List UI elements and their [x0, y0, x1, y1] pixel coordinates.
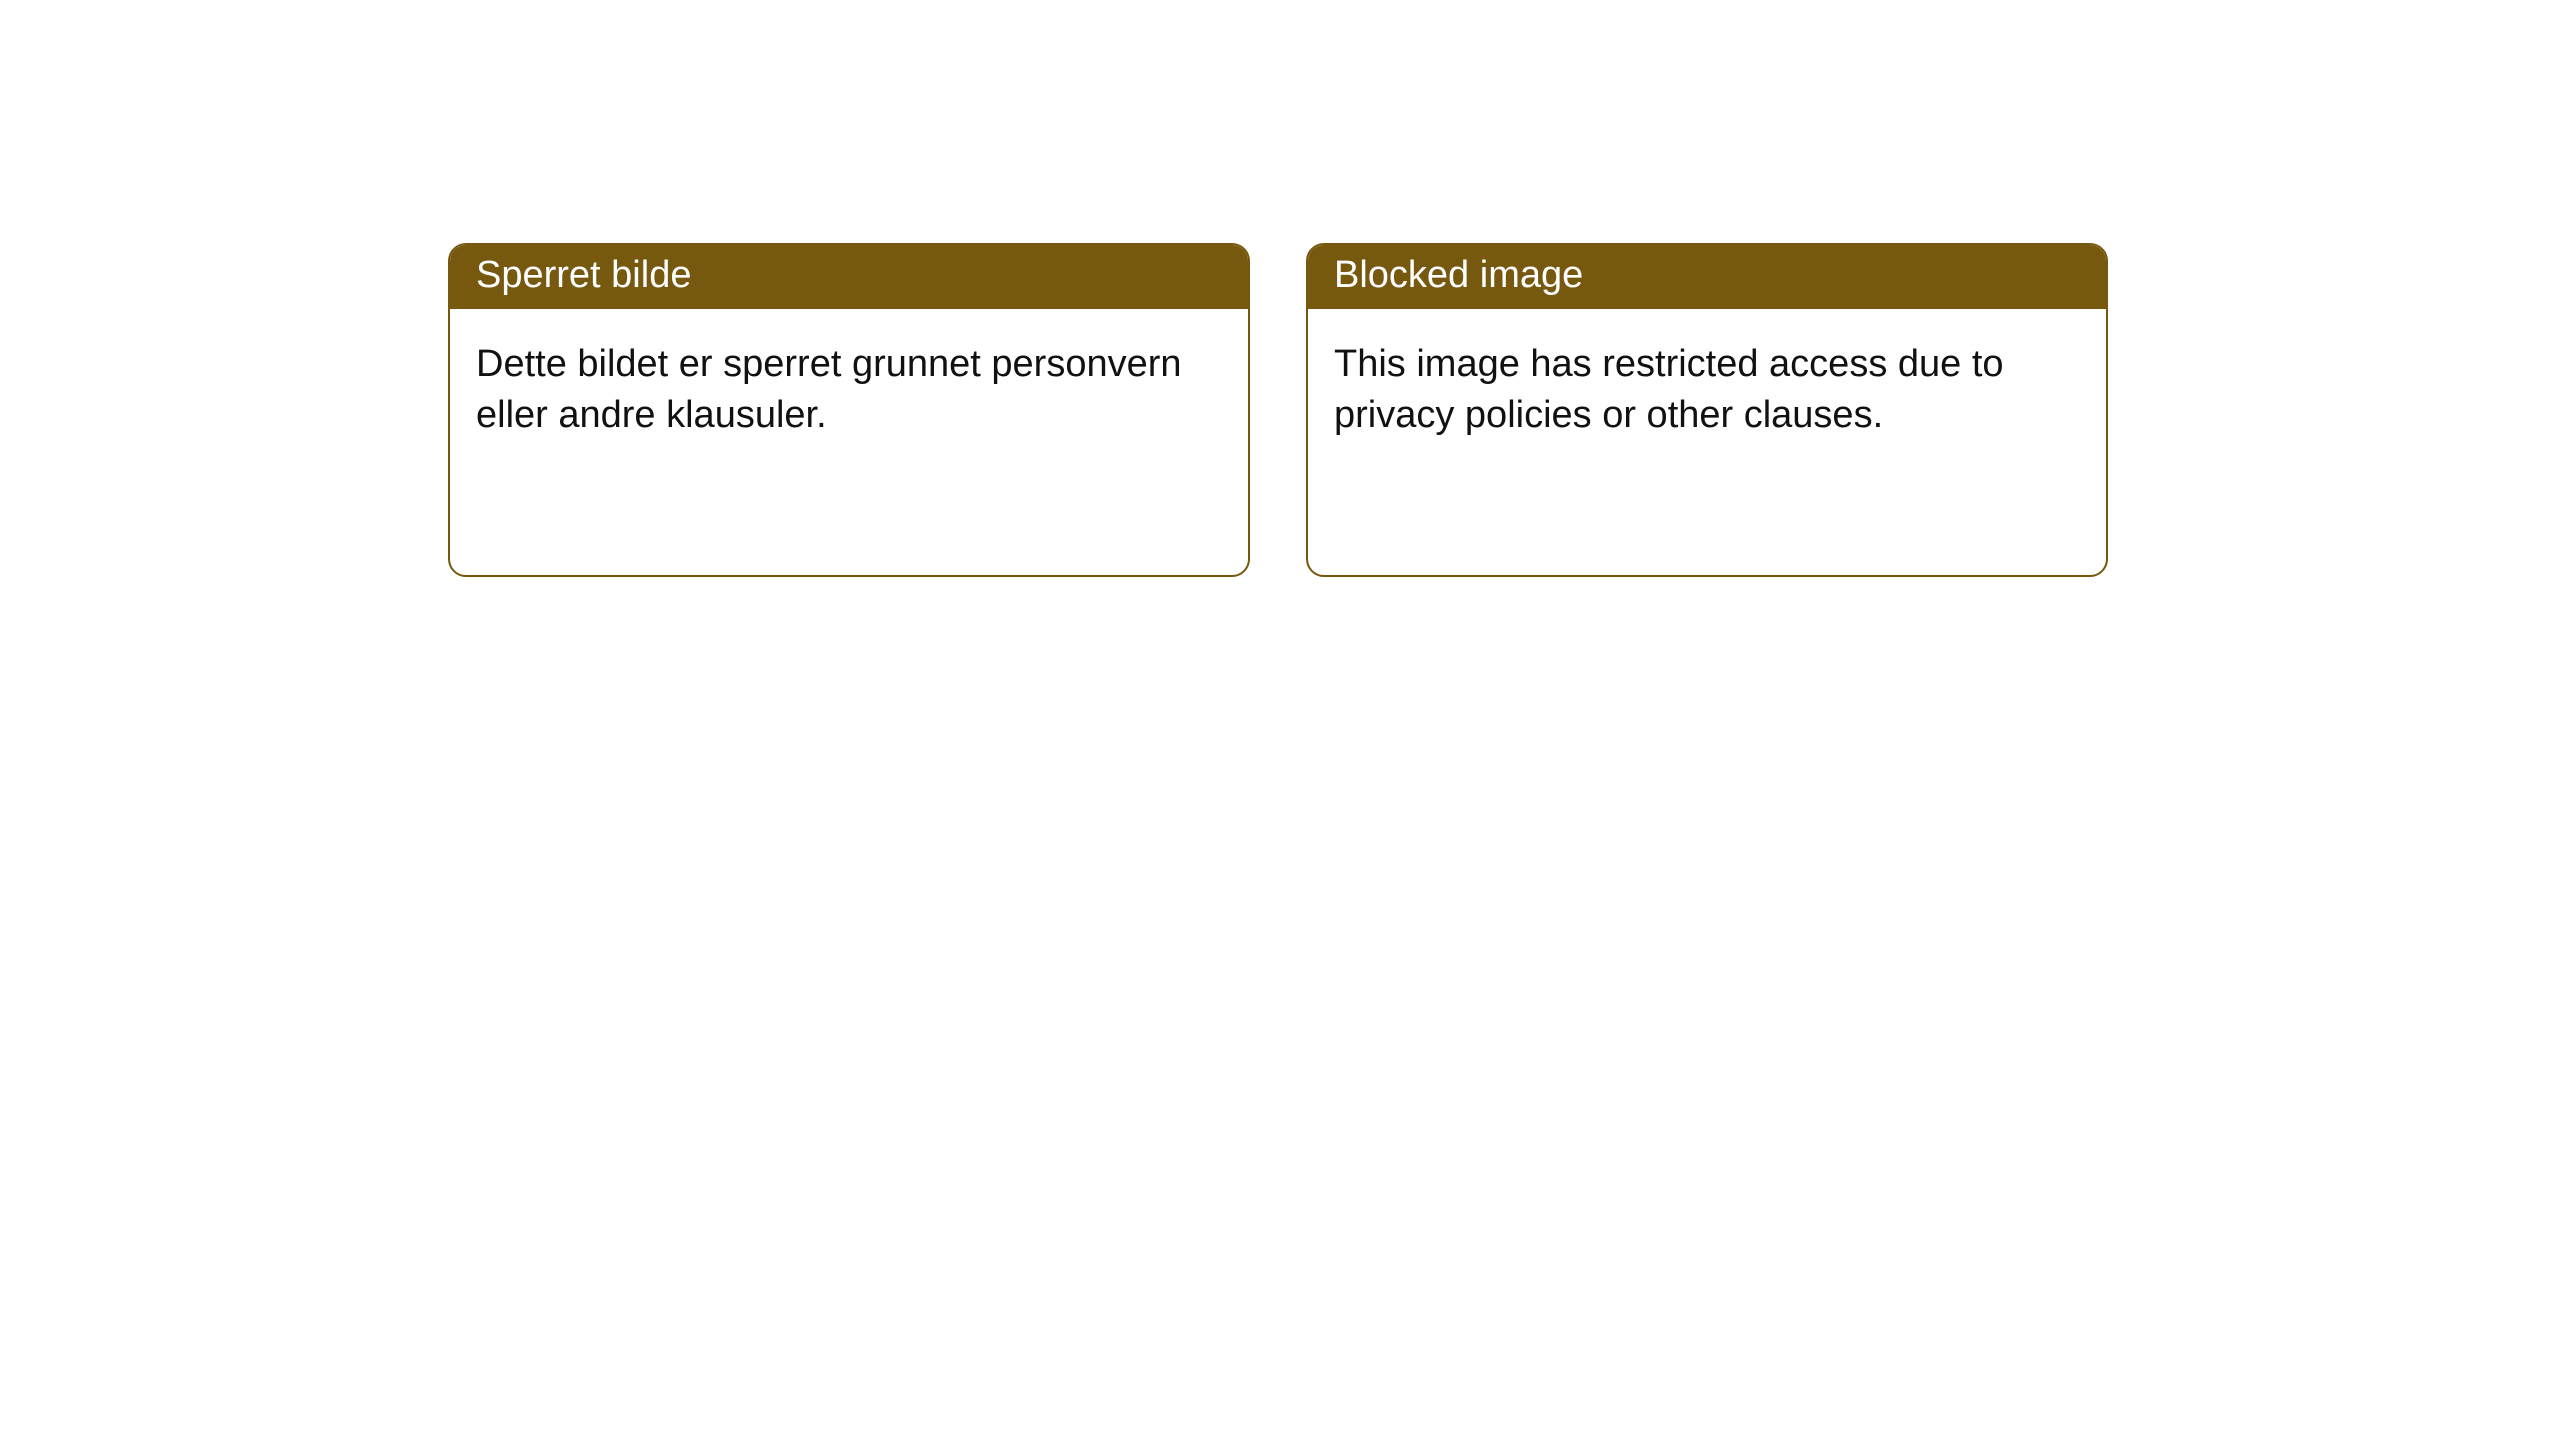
- blocked-image-card-en: Blocked image This image has restricted …: [1306, 243, 2108, 577]
- card-title-en: Blocked image: [1308, 245, 2106, 309]
- card-body-en: This image has restricted access due to …: [1308, 309, 2106, 442]
- notice-row: Sperret bilde Dette bildet er sperret gr…: [0, 0, 2560, 577]
- blocked-image-card-no: Sperret bilde Dette bildet er sperret gr…: [448, 243, 1250, 577]
- card-title-no: Sperret bilde: [450, 245, 1248, 309]
- card-body-no: Dette bildet er sperret grunnet personve…: [450, 309, 1248, 442]
